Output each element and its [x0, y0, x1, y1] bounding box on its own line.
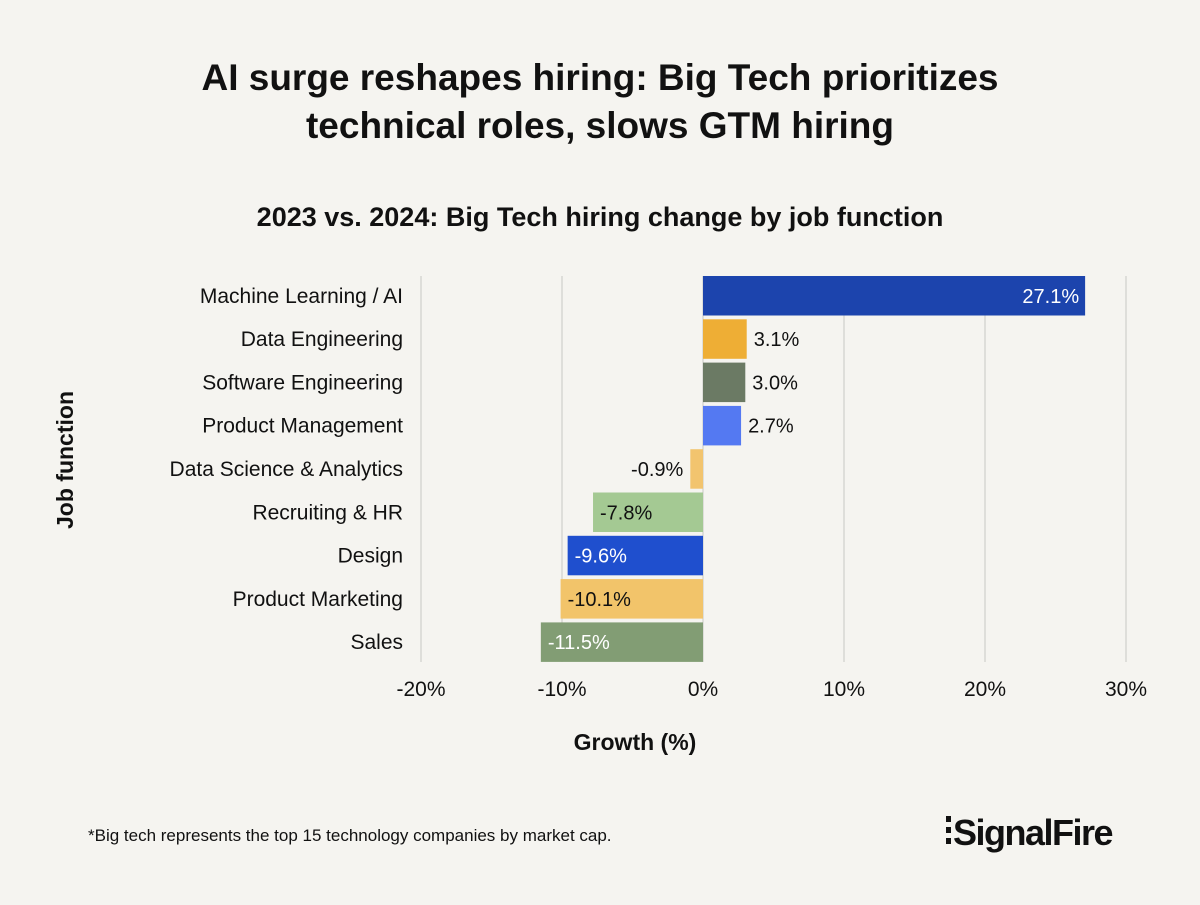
bar	[703, 405, 742, 446]
data-label: 2.7%	[748, 416, 794, 438]
x-axis-label: Growth (%)	[574, 729, 697, 755]
x-tick-label: -10%	[537, 678, 586, 701]
bar	[540, 622, 703, 662]
bar	[560, 579, 703, 619]
category-label: Data Science & Analytics	[170, 458, 403, 481]
signalfire-logo: SignalFire	[946, 812, 1114, 853]
title-line-1: AI surge reshapes hiring: Big Tech prior…	[201, 57, 998, 98]
x-tick-label: 10%	[823, 678, 865, 701]
data-label: -10.1%	[568, 589, 632, 611]
x-tick-label: 20%	[964, 678, 1006, 701]
x-tick-label: 0%	[688, 678, 718, 701]
category-label: Machine Learning / AI	[200, 285, 403, 308]
bar	[567, 535, 703, 576]
data-label: 3.1%	[754, 329, 800, 351]
category-label: Software Engineering	[202, 371, 403, 394]
logo-mark-icon	[946, 816, 951, 844]
category-label: Data Engineering	[241, 328, 403, 351]
bar	[703, 276, 1086, 316]
data-label: -9.6%	[575, 546, 627, 568]
data-label: -7.8%	[600, 502, 652, 524]
bar	[703, 319, 747, 359]
footnote: *Big tech represents the top 15 technolo…	[88, 826, 612, 845]
data-label: 27.1%	[1022, 286, 1079, 308]
chart-subtitle: 2023 vs. 2024: Big Tech hiring change by…	[257, 202, 944, 232]
data-label: -11.5%	[548, 632, 610, 654]
data-label: 3.0%	[752, 372, 798, 394]
bar	[703, 362, 746, 403]
title-line-2: technical roles, slows GTM hiring	[306, 105, 894, 146]
x-tick-label: 30%	[1105, 678, 1147, 701]
category-label: Design	[338, 545, 403, 568]
category-label: Product Management	[202, 415, 403, 438]
bar	[690, 449, 703, 489]
bar	[593, 492, 703, 532]
x-tick-label: -20%	[396, 678, 445, 701]
category-label: Product Marketing	[233, 588, 403, 611]
y-axis-label: Job function	[52, 391, 78, 529]
logo-text: SignalFire	[953, 812, 1113, 853]
category-label: Sales	[350, 631, 403, 654]
data-label: -0.9%	[631, 459, 683, 481]
category-label: Recruiting & HR	[252, 501, 403, 524]
